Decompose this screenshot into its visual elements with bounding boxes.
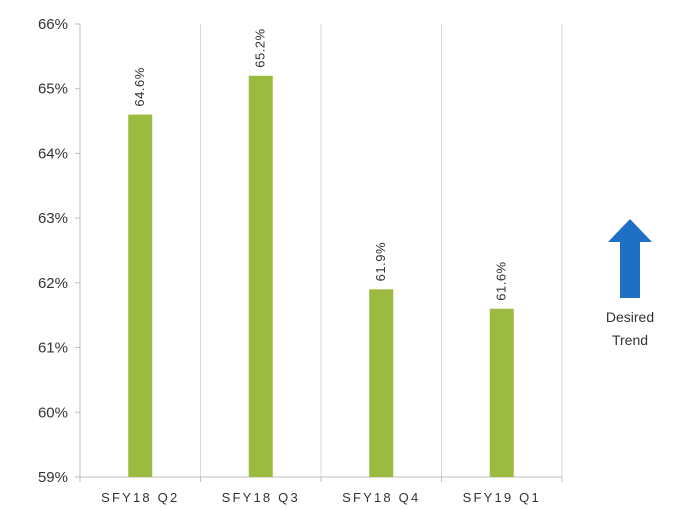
y-tick-label: 62% <box>38 275 68 292</box>
data-label: 64.6% <box>132 67 147 106</box>
axis-layer: 59% 60% 61% 62% 63% 64% 65% 66% <box>38 16 563 486</box>
y-tick-label: 66% <box>38 16 68 33</box>
bar-layer <box>128 75 514 478</box>
y-tick-label: 64% <box>38 145 68 162</box>
y-tick-label: 61% <box>38 340 68 357</box>
y-tick-label: 60% <box>38 404 68 421</box>
bar <box>128 114 153 477</box>
up-arrow-icon <box>608 219 652 298</box>
x-category-label: SFY18 Q4 <box>342 490 420 505</box>
x-category-label: SFY18 Q3 <box>222 490 300 505</box>
bar <box>248 75 273 478</box>
data-label: 61.9% <box>373 242 388 281</box>
grid-layer <box>200 24 563 477</box>
bar <box>489 308 514 477</box>
data-label: 61.6% <box>494 261 509 300</box>
label-layer: SFY18 Q2 64.6% SFY18 Q3 65.2% SFY18 Q4 61.9% S… <box>101 28 541 505</box>
x-category-label: SFY18 Q2 <box>101 490 179 505</box>
y-tick-label: 63% <box>38 210 68 227</box>
bar <box>369 289 394 477</box>
desired-trend-annotation: Desired Trend <box>606 219 654 348</box>
x-category-label: SFY19 Q1 <box>463 490 541 505</box>
desired-trend-label-line2: Trend <box>612 332 648 348</box>
y-tick-label: 65% <box>38 81 68 98</box>
desired-trend-label-line1: Desired <box>606 309 654 325</box>
y-tick-label: 59% <box>38 469 68 486</box>
data-label: 65.2% <box>253 28 268 67</box>
